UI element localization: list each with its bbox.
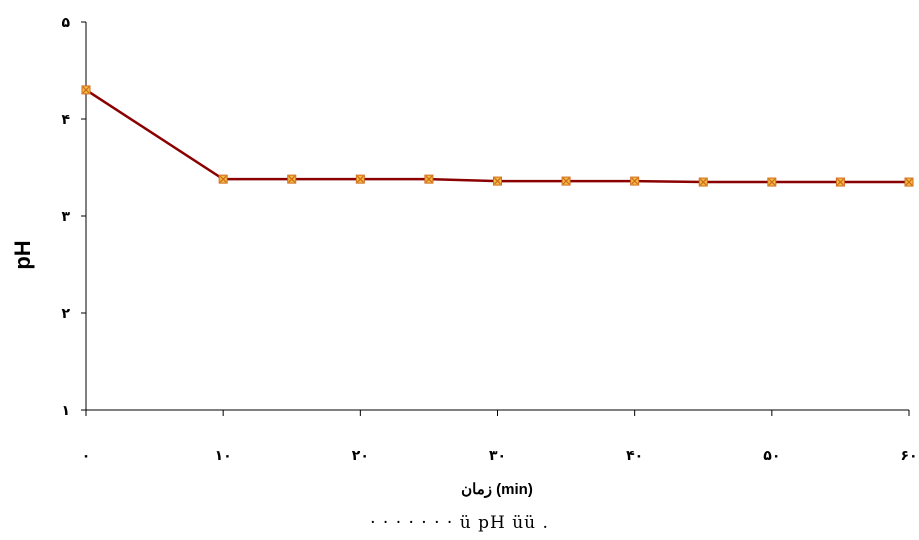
data-point <box>630 176 640 186</box>
series-group <box>81 85 914 187</box>
y-axis-title: pH <box>10 240 35 269</box>
axes <box>85 22 909 411</box>
y-tick-label: ۵ <box>61 15 70 31</box>
data-point-cross <box>768 178 776 186</box>
figure-caption: · · · · · · · ü pH üü . <box>370 513 549 533</box>
x-axis-ticks: ۰ ۱۰ ۲۰ ۳۰ ۴۰ ۵۰ ۶۰ <box>82 410 918 464</box>
data-point <box>904 177 914 187</box>
x-tick-label: ۳۰ <box>489 448 506 464</box>
data-point-cross <box>562 177 570 185</box>
y-axis-ticks: ۱ ۲ ۳ ۴ ۵ <box>61 15 86 419</box>
x-tick-label: ۲۰ <box>352 448 369 464</box>
x-tick-label: ۴۰ <box>626 448 643 464</box>
data-point-cross <box>82 86 90 94</box>
y-tick-label: ۳ <box>61 209 70 225</box>
y-tick-label: ۴ <box>61 112 70 128</box>
data-point-cross <box>631 177 639 185</box>
x-tick-label: ۶۰ <box>900 448 917 464</box>
data-point-cross <box>836 178 844 186</box>
data-point <box>218 174 228 184</box>
y-tick-label: ۲ <box>61 306 70 322</box>
data-point <box>561 176 571 186</box>
data-point <box>287 174 297 184</box>
series-line <box>85 88 909 184</box>
data-point-cross <box>494 177 501 185</box>
data-point-cross <box>699 178 707 186</box>
data-point <box>424 174 434 184</box>
x-tick-label: ۱۰ <box>215 448 232 464</box>
data-point-cross <box>905 178 913 186</box>
data-point-cross <box>219 175 227 183</box>
data-point <box>493 176 502 186</box>
x-tick-label: ۵۰ <box>763 448 780 464</box>
data-point <box>698 177 708 187</box>
y-tick-label: ۱ <box>61 403 70 419</box>
data-point <box>81 85 91 95</box>
data-point-cross <box>425 175 433 183</box>
data-point-cross <box>356 175 364 183</box>
data-point-cross <box>288 175 296 183</box>
data-point <box>355 174 365 184</box>
data-point <box>835 177 845 187</box>
x-axis-title: زمان (min) <box>461 481 533 498</box>
x-tick-label: ۰ <box>82 448 91 464</box>
data-point <box>767 177 777 187</box>
